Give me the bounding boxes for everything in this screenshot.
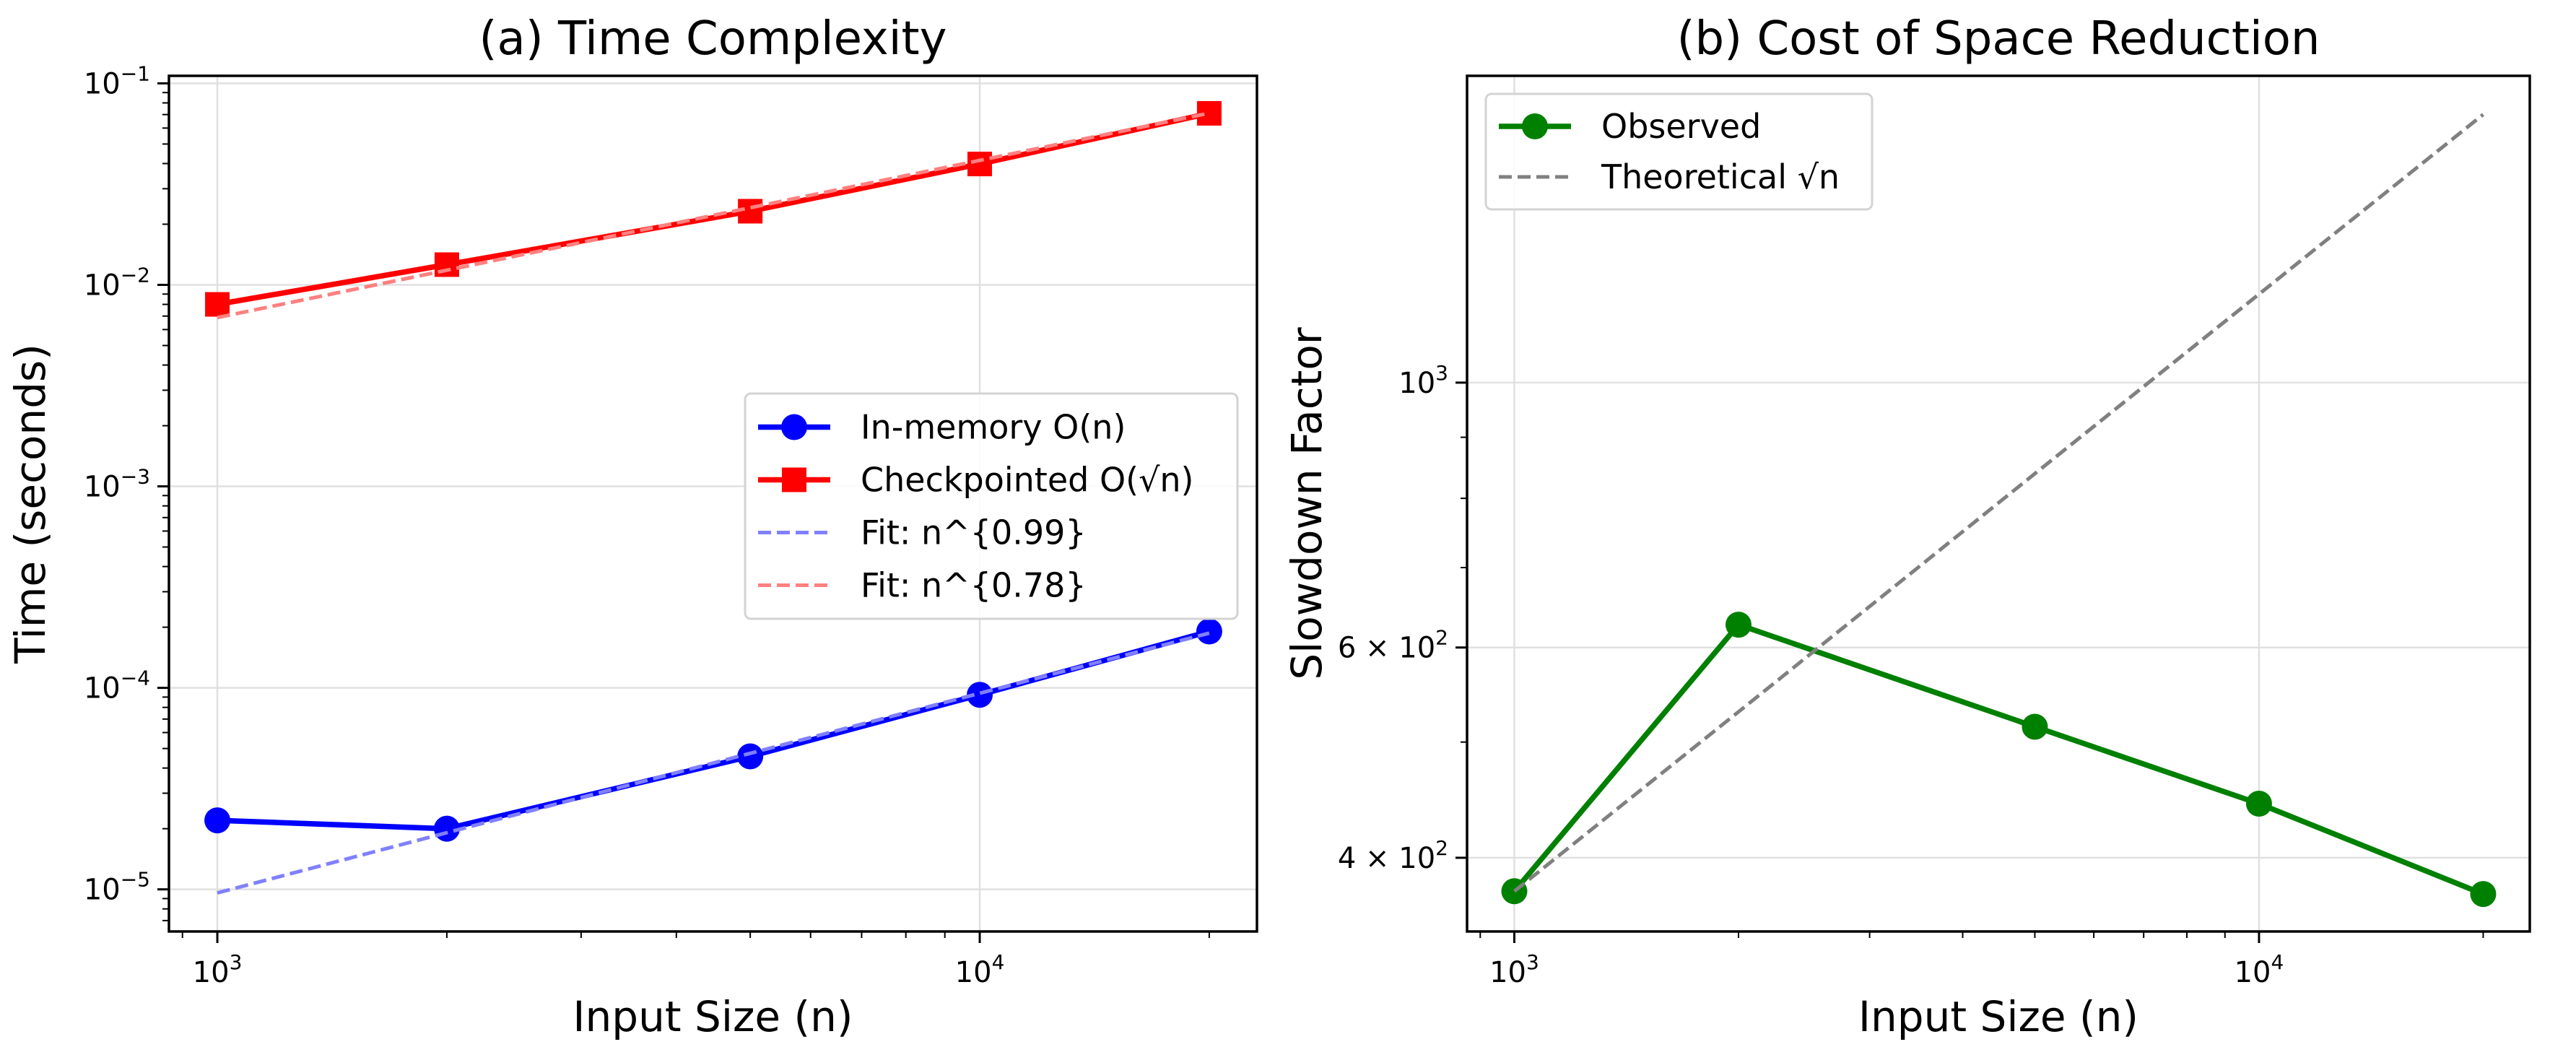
legend-box [1484, 92, 1874, 211]
x-tick-label: 104 [955, 950, 1005, 989]
legend-label: Fit: n^{0.78} [861, 566, 1087, 605]
series-line-2 [217, 631, 1210, 895]
axes-frame [167, 74, 1258, 933]
y-tick-base: 4 × 10 [1338, 842, 1435, 875]
y-tick-base: 10 [84, 67, 121, 100]
legend-box [744, 392, 1239, 620]
y-tick-label: 4 × 102 [1338, 836, 1448, 875]
y-tick-exp: −4 [121, 666, 150, 690]
data-point [1196, 618, 1222, 645]
legend-item: Fit: n^{0.99} [758, 513, 1087, 552]
series-line-0 [1512, 622, 2484, 897]
legend: In-memory O(n) Checkpointed O(√n) Fit: n^{… [744, 392, 1239, 620]
axes-frame [1466, 74, 2531, 933]
data-point [2245, 790, 2272, 817]
y-tick-label: 6 × 102 [1338, 626, 1448, 665]
x-tick-exp: 3 [230, 950, 243, 974]
legend-swatch-marker [782, 467, 806, 492]
data-point [205, 292, 230, 317]
chart-title: (a) Time Complexity [479, 12, 947, 66]
legend-label: In-memory O(n) [861, 408, 1126, 447]
y-tick-label: 10−1 [84, 61, 150, 100]
series-line-3 [217, 111, 1210, 320]
x-tick-base: 10 [1489, 956, 1526, 989]
y-tick-label: 103 [1398, 361, 1448, 400]
y-tick-exp: −2 [121, 264, 150, 287]
series-line-0 [217, 628, 1210, 832]
y-tick-label: 10−2 [84, 264, 150, 303]
y-tick-exp: 3 [1435, 361, 1448, 385]
data-point [204, 807, 231, 834]
x-tick-label: 104 [2235, 950, 2284, 989]
y-tick-label: 10−3 [84, 465, 150, 504]
y-tick-base: 6 × 10 [1338, 632, 1435, 665]
legend-item: Fit: n^{0.78} [758, 566, 1087, 605]
y-tick-exp: 2 [1435, 626, 1448, 650]
legend: Observed Theoretical √n [1484, 92, 1874, 211]
x-tick-base: 10 [193, 956, 230, 989]
legend-label: Checkpointed O(√n) [861, 461, 1194, 500]
data-point [737, 743, 764, 770]
data-point [967, 152, 993, 177]
y-tick-label: 10−4 [84, 666, 150, 705]
x-tick-exp: 3 [1526, 950, 1539, 974]
y-tick-exp: −5 [121, 868, 150, 892]
x-tick-base: 10 [2235, 956, 2271, 989]
data-point [1725, 612, 1752, 638]
legend-item: Observed [1499, 107, 1761, 146]
y-tick-base: 10 [84, 269, 121, 303]
y-tick-label: 10−5 [84, 868, 150, 907]
legend-swatch-marker [1522, 113, 1548, 139]
legend-item: Checkpointed O(√n) [758, 461, 1194, 500]
series-line-1 [1513, 113, 2484, 893]
legend-label: Fit: n^{0.99} [861, 513, 1087, 552]
x-axis-label: Input Size (n) [1858, 992, 2138, 1041]
legend-label: Observed [1601, 107, 1761, 146]
x-tick-base: 10 [955, 956, 992, 989]
x-tick-label: 103 [193, 950, 243, 989]
data-point [2470, 881, 2497, 908]
legend-item: Theoretical √n [1499, 157, 1840, 196]
y-tick-exp: −3 [121, 465, 150, 489]
y-tick-base: 10 [84, 874, 121, 907]
y-tick-exp: 2 [1435, 836, 1448, 860]
legend-label: Theoretical √n [1601, 157, 1840, 196]
y-axis-label: Slowdown Factor [1282, 327, 1331, 679]
data-point [967, 682, 993, 708]
y-tick-base: 10 [84, 672, 121, 705]
y-tick-base: 10 [84, 471, 121, 504]
chart-title: (b) Cost of Space Reduction [1677, 12, 2320, 66]
x-tick-exp: 4 [992, 950, 1005, 974]
x-tick-label: 103 [1489, 950, 1539, 989]
legend-item: In-memory O(n) [758, 408, 1126, 447]
series-line-1 [217, 110, 1210, 308]
x-axis-label: Input Size (n) [573, 992, 853, 1041]
y-axis-label: Time (seconds) [6, 344, 55, 664]
x-tick-exp: 4 [2271, 950, 2284, 974]
y-tick-exp: −1 [121, 61, 150, 85]
plot-area [204, 100, 1222, 895]
legend-swatch-marker [781, 414, 807, 440]
data-point [2022, 713, 2048, 740]
y-tick-base: 10 [1398, 367, 1435, 400]
plot-area [1501, 113, 2497, 908]
